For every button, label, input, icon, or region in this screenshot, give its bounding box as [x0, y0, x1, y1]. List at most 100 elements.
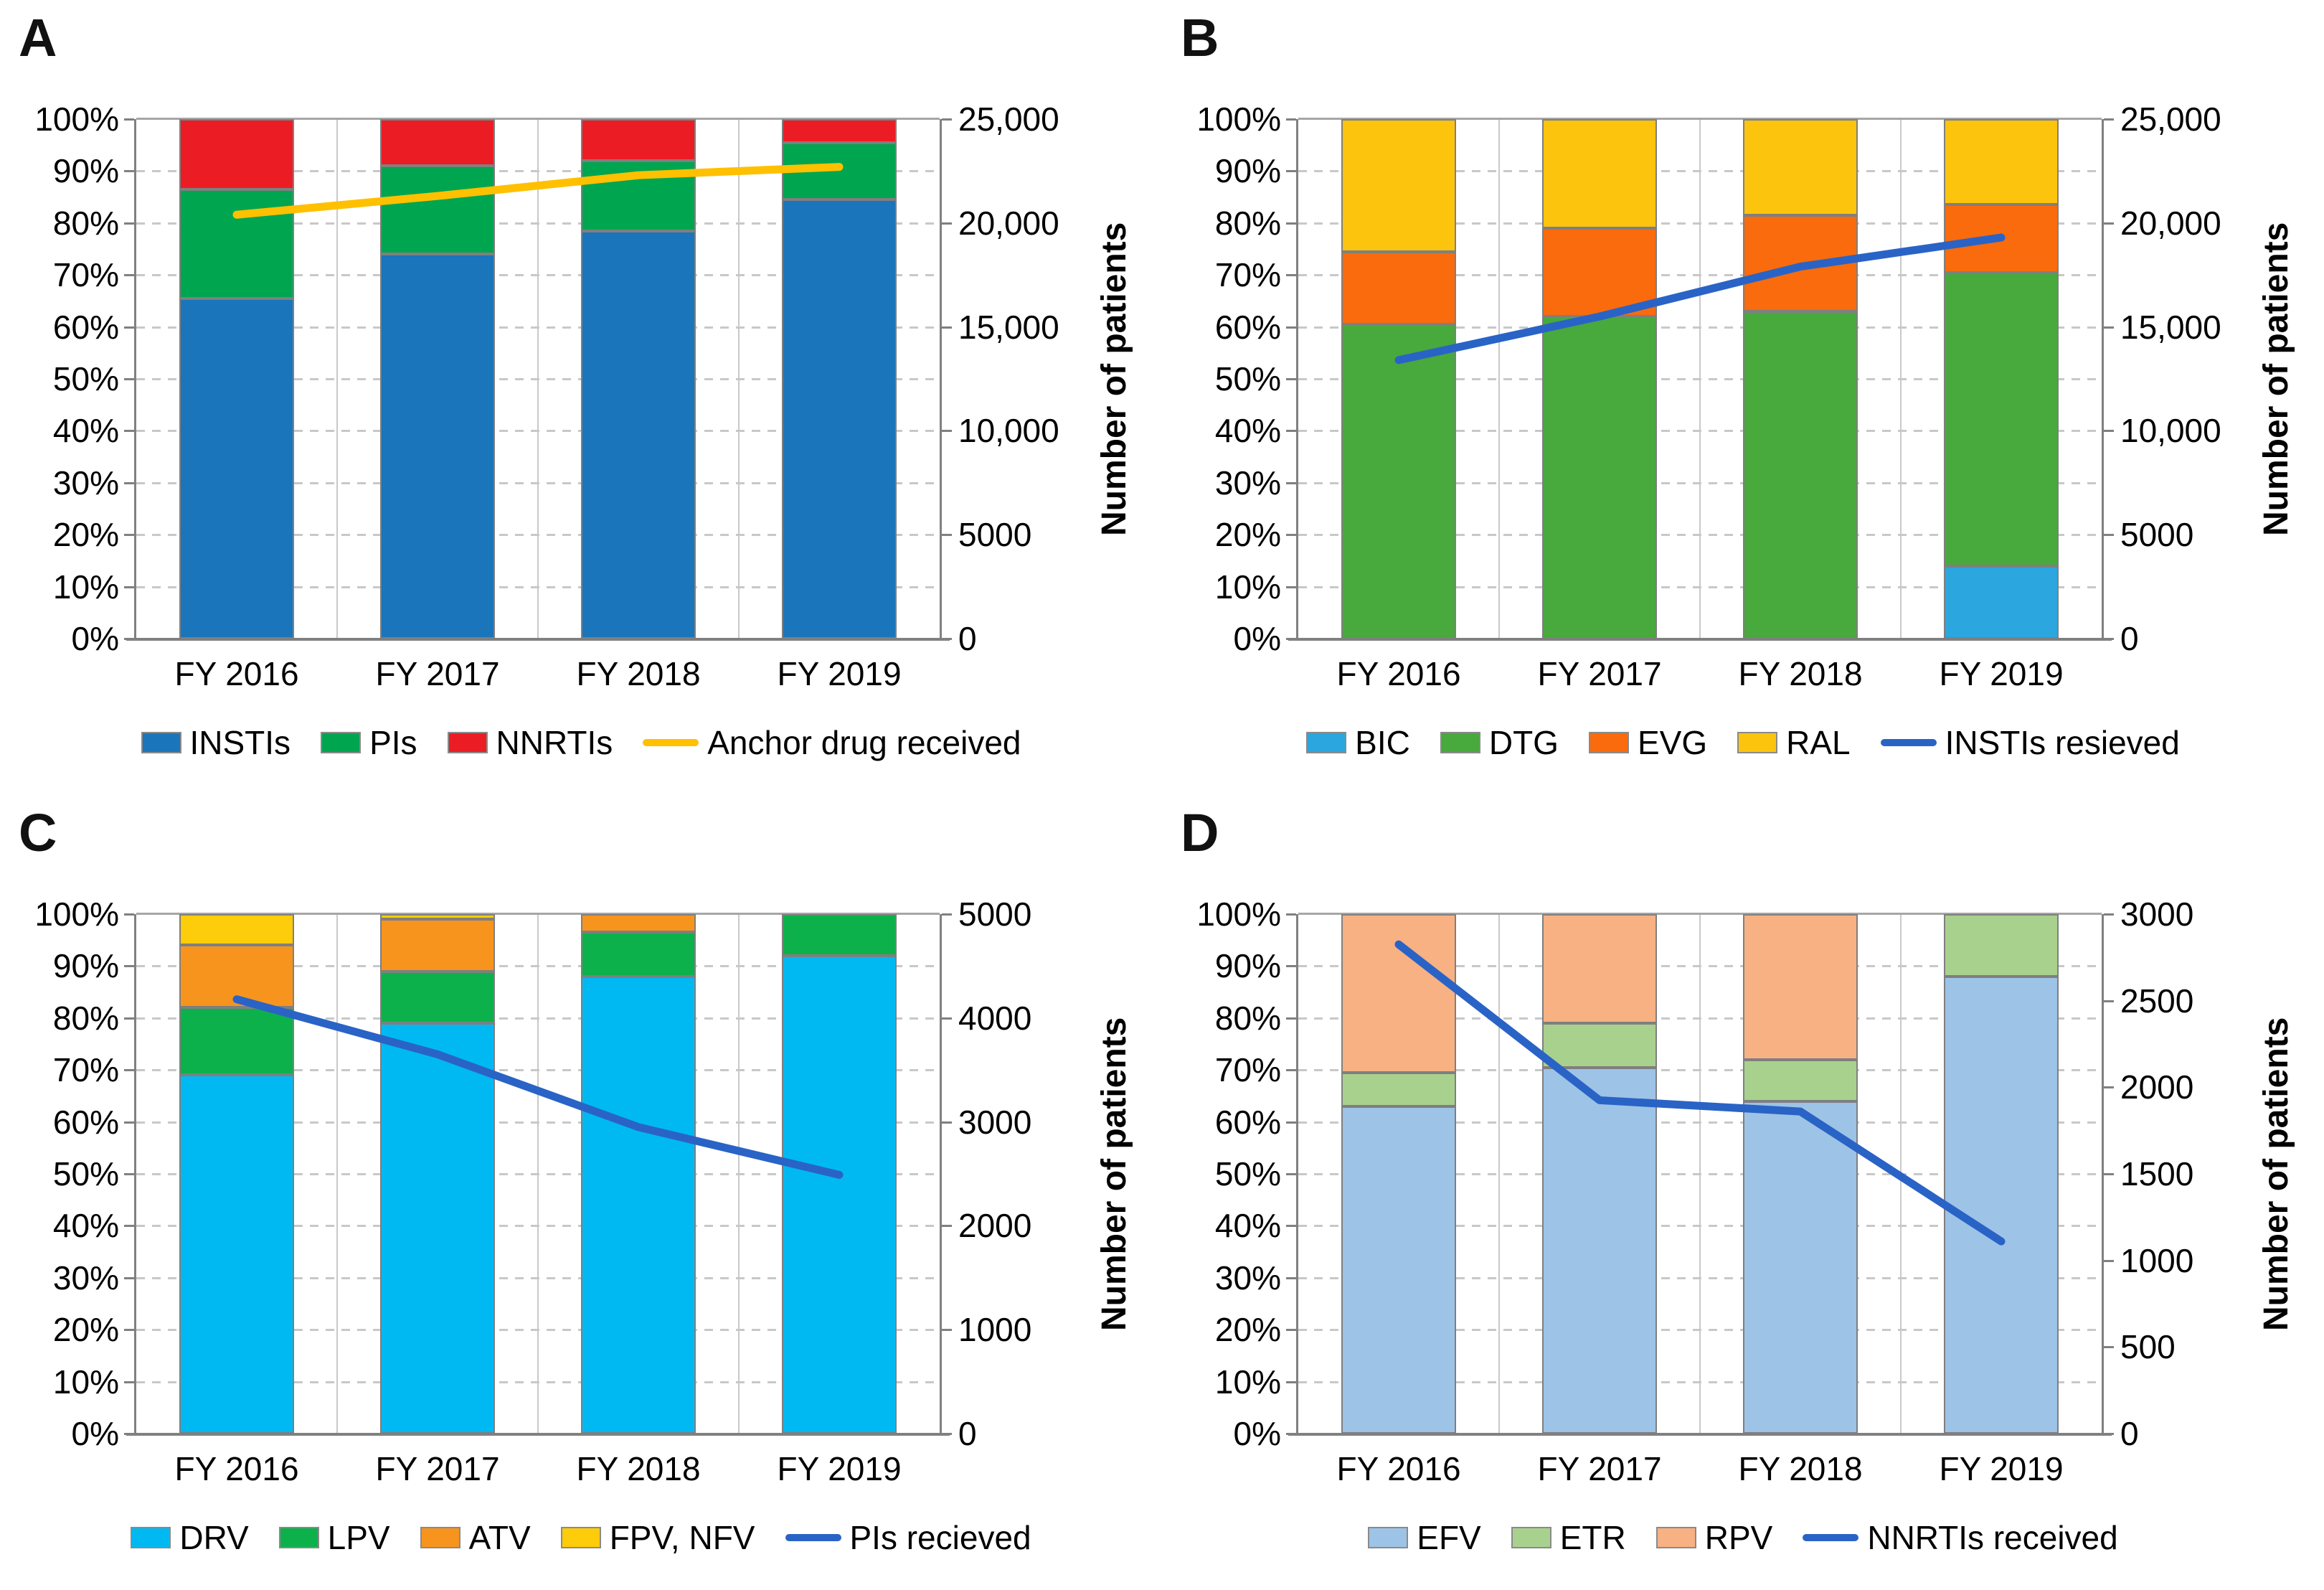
stacked-bar-FY-2018 [581, 914, 696, 1434]
legend-item-RPV: RPV [1655, 1518, 1772, 1557]
trend-line [1394, 940, 2006, 1246]
x-axis-label: FY 2018 [576, 1450, 701, 1487]
left-axis-tick-label: 40% [1214, 412, 1281, 450]
legend-swatch [1440, 732, 1480, 753]
right-axis-tick [2104, 1259, 2114, 1262]
x-axis-label: FY 2016 [174, 655, 299, 692]
left-axis-tick [124, 1017, 134, 1020]
gridline-40 [136, 1225, 940, 1228]
legend-item-EFV: EFV [1368, 1518, 1481, 1557]
left-axis-tick-label: 40% [52, 412, 119, 450]
left-axis-tick-label: 90% [52, 947, 119, 985]
overlay-line-Anchor-drug-received [232, 163, 844, 219]
gridline-10 [136, 1380, 940, 1383]
left-axis-tick-label: 100% [1196, 100, 1281, 138]
legend-item-ATV: ATV [420, 1518, 531, 1557]
plot-top-border [1298, 118, 2102, 120]
left-axis-tick [124, 170, 134, 173]
x-axis-label: FY 2016 [174, 1450, 299, 1487]
legend-item-ETR: ETR [1511, 1518, 1626, 1557]
left-axis-tick [124, 585, 134, 588]
left-axis-tick [1286, 965, 1296, 968]
left-axis-tick-label: 30% [1214, 464, 1281, 502]
legend-item-RAL: RAL [1737, 723, 1851, 762]
legend-label: DRV [179, 1519, 249, 1556]
left-axis-tick-label: 60% [1214, 1103, 1281, 1141]
left-axis-tick-label: 10% [52, 1363, 119, 1401]
legend-label: LPV [327, 1519, 390, 1556]
left-axis-tick-label: 100% [1196, 895, 1281, 933]
bar-segment-FPV-NFV [380, 914, 495, 920]
right-axis-tick [2104, 534, 2114, 537]
left-axis-tick-label: 50% [1214, 360, 1281, 398]
legend-item-BIC: BIC [1306, 723, 1410, 762]
legend-label: DTG [1488, 724, 1559, 761]
left-axis-tick [124, 274, 134, 277]
plot-top-border [136, 913, 940, 915]
bar-segment-DRV [581, 976, 696, 1434]
gridline-50 [1298, 1173, 2102, 1175]
legend-item-NNRTIs: NNRTIs [447, 723, 613, 762]
x-axis-label: FY 2016 [1336, 655, 1461, 692]
left-axis-tick-label: 20% [52, 1311, 119, 1349]
bar-segment-DRV [179, 1075, 294, 1434]
right-axis-tick-label: 5000 [958, 516, 1032, 554]
x-axis-label: FY 2017 [1537, 1450, 1662, 1487]
legend: EFV ETR RPV NNRTIs received [1162, 1518, 2324, 1557]
right-axis-tick-label: 2000 [2120, 1068, 2194, 1106]
left-axis-tick [1286, 378, 1296, 380]
left-axis-tick-label: 30% [52, 1259, 119, 1297]
left-axis-tick [124, 1121, 134, 1124]
right-axis-tick [942, 222, 952, 225]
overlay-line-PIs-recieved [232, 995, 844, 1179]
legend-label: FPV, NFV [609, 1519, 755, 1556]
legend-swatch [560, 1527, 601, 1548]
left-axis-tick-label: 20% [1214, 1311, 1281, 1349]
stacked-bar-FY-2018 [581, 119, 696, 639]
bar-segment-DTG [1341, 324, 1456, 639]
gridline-80 [136, 222, 940, 225]
left-axis-tick [124, 913, 134, 916]
legend-label: ETR [1559, 1519, 1626, 1556]
right-axis-tick [942, 638, 952, 640]
left-axis-tick-label: 50% [52, 1155, 119, 1192]
left-axis-tick [1286, 274, 1296, 277]
right-axis-tick-label: 1500 [2120, 1155, 2194, 1192]
gridline-90 [1298, 965, 2102, 968]
right-axis-tick [2104, 638, 2114, 640]
bar-segment-LPV [782, 914, 897, 956]
left-axis-tick-label: 70% [1214, 1051, 1281, 1089]
panel-label: D [1181, 803, 1219, 862]
legend-label: INSTIs [189, 724, 291, 761]
left-axis-tick [124, 1433, 134, 1435]
left-axis-tick [1286, 481, 1296, 484]
bar-segment-LPV [380, 971, 495, 1024]
gridline-70 [136, 274, 940, 277]
plot-top-border [1298, 913, 2102, 915]
left-axis-line [1296, 119, 1298, 639]
stacked-bar-FY-2016 [1341, 119, 1456, 639]
bar-segment-NNRTIs [782, 119, 897, 143]
legend-item-DRV: DRV [131, 1518, 249, 1557]
gridline-10 [1298, 585, 2102, 588]
bar-segment-FPV-NFV [179, 914, 294, 946]
legend-line-swatch [1880, 739, 1937, 746]
left-axis-tick [1286, 326, 1296, 329]
left-axis-tick-label: 90% [1214, 947, 1281, 985]
right-axis-title: Number of patients [2257, 222, 2295, 536]
stacked-bar-FY-2017 [1542, 119, 1657, 639]
legend-swatch [131, 1527, 171, 1548]
legend: INSTIs PIs NNRTIs Anchor drug received [0, 723, 1162, 762]
left-axis-tick-label: 80% [52, 999, 119, 1037]
gridline-60 [1298, 326, 2102, 329]
panel-label: B [1181, 8, 1219, 67]
x-axis-label: FY 2019 [1939, 655, 2064, 692]
right-axis-title: Number of patients [1095, 1017, 1133, 1331]
legend-label: Anchor drug received [707, 724, 1021, 761]
x-axis-label: FY 2019 [777, 655, 902, 692]
right-axis-tick [2104, 913, 2114, 916]
chart-panel-A: A 100% 90% 80% 70% 60% 50% 40% 30% 20% 10% 0% 25,000… [0, 0, 1162, 795]
gridline-80 [136, 1017, 940, 1020]
left-axis-tick [1286, 638, 1296, 640]
left-axis-tick [1286, 222, 1296, 225]
